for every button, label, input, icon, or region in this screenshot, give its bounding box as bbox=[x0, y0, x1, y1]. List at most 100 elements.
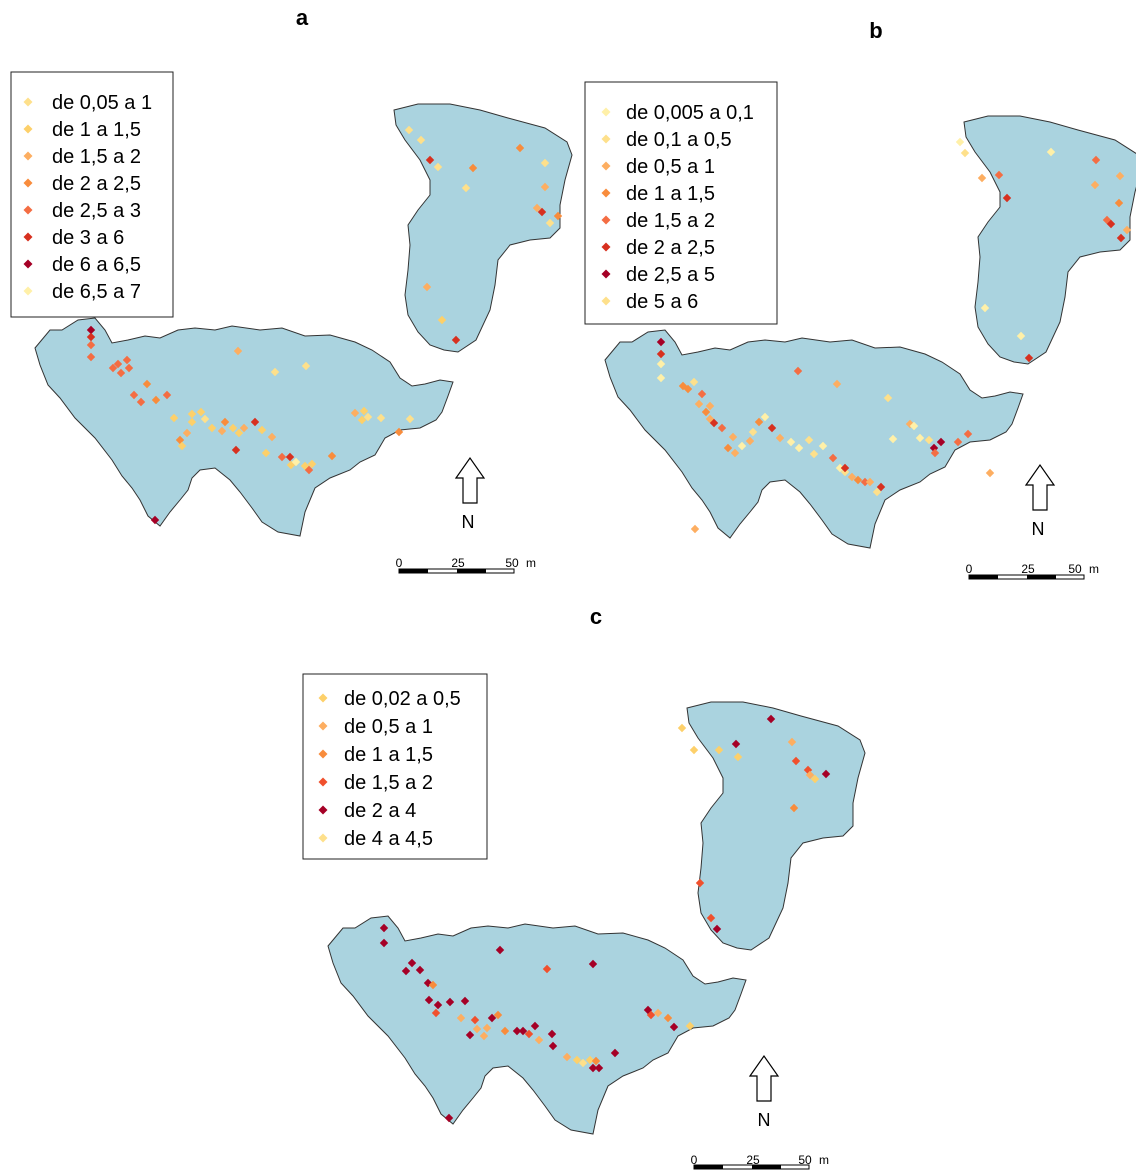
panel-c-title: c bbox=[590, 604, 602, 629]
sample-point bbox=[257, 425, 267, 435]
legend-swatch bbox=[318, 693, 328, 703]
sample-point bbox=[182, 428, 192, 438]
north-label-a: N bbox=[462, 512, 475, 532]
legend-label: de 0,1 a 0,5 bbox=[626, 129, 732, 151]
scale-label-50: 50 bbox=[505, 556, 519, 570]
sample-point bbox=[723, 443, 733, 453]
legend-label: de 1,5 a 2 bbox=[626, 210, 715, 232]
sample-point bbox=[677, 723, 687, 733]
sample-point bbox=[379, 923, 389, 933]
scale-label-unit: m bbox=[526, 556, 536, 570]
legend-swatch bbox=[23, 286, 33, 296]
legend-swatch bbox=[601, 269, 611, 279]
sample-point bbox=[646, 1010, 656, 1020]
sample-point bbox=[578, 1058, 588, 1068]
sample-point bbox=[542, 964, 552, 974]
panel-a-title: a bbox=[296, 5, 309, 30]
north-arrow-icon bbox=[748, 1054, 780, 1102]
sample-point bbox=[690, 524, 700, 534]
sample-point bbox=[930, 448, 940, 458]
sample-point bbox=[479, 1031, 489, 1041]
sample-point bbox=[425, 155, 435, 165]
legend-label: de 6,5 a 7 bbox=[52, 281, 141, 303]
sample-point bbox=[404, 125, 414, 135]
sample-point bbox=[714, 745, 724, 755]
sample-point bbox=[730, 448, 740, 458]
legend-swatch bbox=[23, 205, 33, 215]
sample-point bbox=[116, 368, 126, 378]
sample-point bbox=[228, 423, 238, 433]
sample-point bbox=[775, 433, 785, 443]
sample-point bbox=[187, 409, 197, 419]
sample-point bbox=[136, 397, 146, 407]
sample-point bbox=[285, 452, 295, 462]
north-label-c: N bbox=[758, 1110, 771, 1130]
sample-point bbox=[683, 384, 693, 394]
sample-point bbox=[1115, 171, 1125, 181]
sample-point bbox=[142, 379, 152, 389]
scale-label-50: 50 bbox=[1068, 562, 1082, 576]
sample-point bbox=[663, 1013, 673, 1023]
sample-point bbox=[424, 995, 434, 1005]
sample-point bbox=[977, 173, 987, 183]
legend-swatch bbox=[601, 134, 611, 144]
scale-label-25: 25 bbox=[746, 1153, 760, 1167]
sample-point bbox=[786, 437, 796, 447]
sample-point bbox=[963, 429, 973, 439]
scale-bar-c: 0 25 50 m bbox=[691, 1153, 829, 1170]
sample-point bbox=[465, 1030, 475, 1040]
sample-point bbox=[379, 938, 389, 948]
sample-point bbox=[888, 434, 898, 444]
sample-point bbox=[883, 393, 893, 403]
sample-point bbox=[553, 211, 563, 221]
sample-point bbox=[196, 407, 206, 417]
sample-point bbox=[524, 1029, 534, 1039]
sample-point bbox=[437, 315, 447, 325]
sample-point bbox=[327, 451, 337, 461]
sample-point bbox=[187, 417, 197, 427]
sample-point bbox=[588, 959, 598, 969]
legend-label: de 3 a 6 bbox=[52, 227, 124, 249]
sample-point bbox=[1090, 180, 1100, 190]
sample-point bbox=[705, 401, 715, 411]
legend-box-b: de 0,005 a 0,1 de 0,1 a 0,5 de 0,5 a 1 de 1… bbox=[584, 81, 778, 325]
sample-point bbox=[548, 1041, 558, 1051]
sample-point bbox=[239, 423, 249, 433]
sample-point bbox=[405, 414, 415, 424]
sample-point bbox=[712, 924, 722, 934]
sample-point bbox=[767, 423, 777, 433]
legend-label: de 0,005 a 0,1 bbox=[626, 102, 754, 124]
study-area-b bbox=[604, 115, 1136, 549]
legend-label: de 1 a 1,5 bbox=[626, 183, 715, 205]
sample-point bbox=[207, 423, 217, 433]
legend-swatch bbox=[601, 107, 611, 117]
study-area-north bbox=[963, 115, 1136, 365]
sample-point bbox=[766, 714, 776, 724]
legend-label: de 0,05 a 1 bbox=[52, 92, 152, 114]
sample-point bbox=[422, 282, 432, 292]
sample-point bbox=[909, 421, 919, 431]
sample-point bbox=[512, 1026, 522, 1036]
legend-swatch bbox=[318, 805, 328, 815]
sample-point bbox=[545, 218, 555, 228]
sample-point bbox=[953, 437, 963, 447]
panel-b-title: b bbox=[869, 18, 882, 43]
sample-point bbox=[470, 1015, 480, 1025]
sample-point bbox=[835, 463, 845, 473]
sample-point bbox=[460, 996, 470, 1006]
sample-point bbox=[728, 432, 738, 442]
sample-point bbox=[737, 441, 747, 451]
study-area-north bbox=[686, 701, 866, 951]
sample-point bbox=[689, 377, 699, 387]
sample-point bbox=[685, 1021, 695, 1031]
sample-point bbox=[162, 390, 172, 400]
scale-label-25: 25 bbox=[1021, 562, 1035, 576]
sample-point bbox=[291, 457, 301, 467]
sample-point bbox=[150, 515, 160, 525]
sample-point bbox=[86, 325, 96, 335]
sample-points-a bbox=[86, 125, 563, 525]
sample-point bbox=[270, 367, 280, 377]
sample-point bbox=[840, 463, 850, 473]
sample-point bbox=[1091, 155, 1101, 165]
